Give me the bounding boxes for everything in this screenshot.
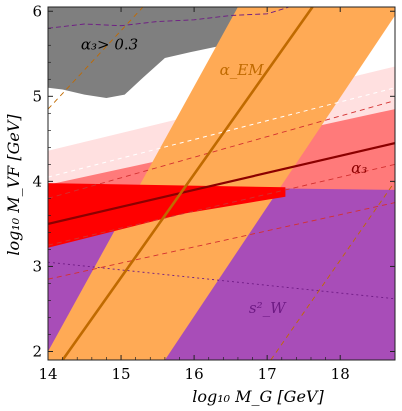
annotation-3: s²_W bbox=[249, 299, 287, 317]
y-tick-label: 5 bbox=[32, 87, 42, 105]
x-tick-label: 16 bbox=[185, 365, 204, 383]
series-line-1 bbox=[61, 7, 314, 360]
y-tick-label: 4 bbox=[32, 172, 42, 190]
dashed-line-1 bbox=[48, 100, 395, 199]
x-axis-label: log₁₀ M_G [GeV] bbox=[192, 387, 324, 406]
x-tick-label: 15 bbox=[112, 365, 131, 383]
plot-frame bbox=[47, 6, 396, 361]
annotation-2: α₃ bbox=[351, 159, 367, 177]
y-tick-label: 6 bbox=[32, 2, 42, 20]
ticks-layer: 14 15 16 17 18 2 3 4 5 6 bbox=[32, 2, 395, 383]
annotation-1: α_EM bbox=[220, 61, 265, 79]
x-tick-label: 14 bbox=[38, 365, 57, 383]
region-excluded-alpha3 bbox=[48, 7, 395, 98]
annotation-0: α₃> 0.3 bbox=[81, 36, 138, 54]
dashed-line-7 bbox=[48, 7, 290, 29]
dashed-line-0 bbox=[48, 87, 395, 178]
series-lines-layer bbox=[48, 7, 395, 360]
x-tick-label: 18 bbox=[331, 365, 350, 383]
dashed-line-6 bbox=[48, 261, 395, 300]
dashed-line-5 bbox=[270, 181, 395, 360]
annotations-layer: α₃> 0.3 α_EM α₃ s²_W bbox=[81, 36, 367, 318]
y-tick-label: 3 bbox=[32, 257, 42, 275]
dashed-lines-layer bbox=[48, 7, 395, 360]
x-tick-label: 17 bbox=[258, 365, 277, 383]
series-line-0 bbox=[48, 142, 395, 225]
y-tick-label: 2 bbox=[32, 342, 42, 360]
region-overlap-region bbox=[48, 183, 286, 248]
y-axis-label: log₁₀ M_VF [GeV] bbox=[4, 114, 23, 256]
